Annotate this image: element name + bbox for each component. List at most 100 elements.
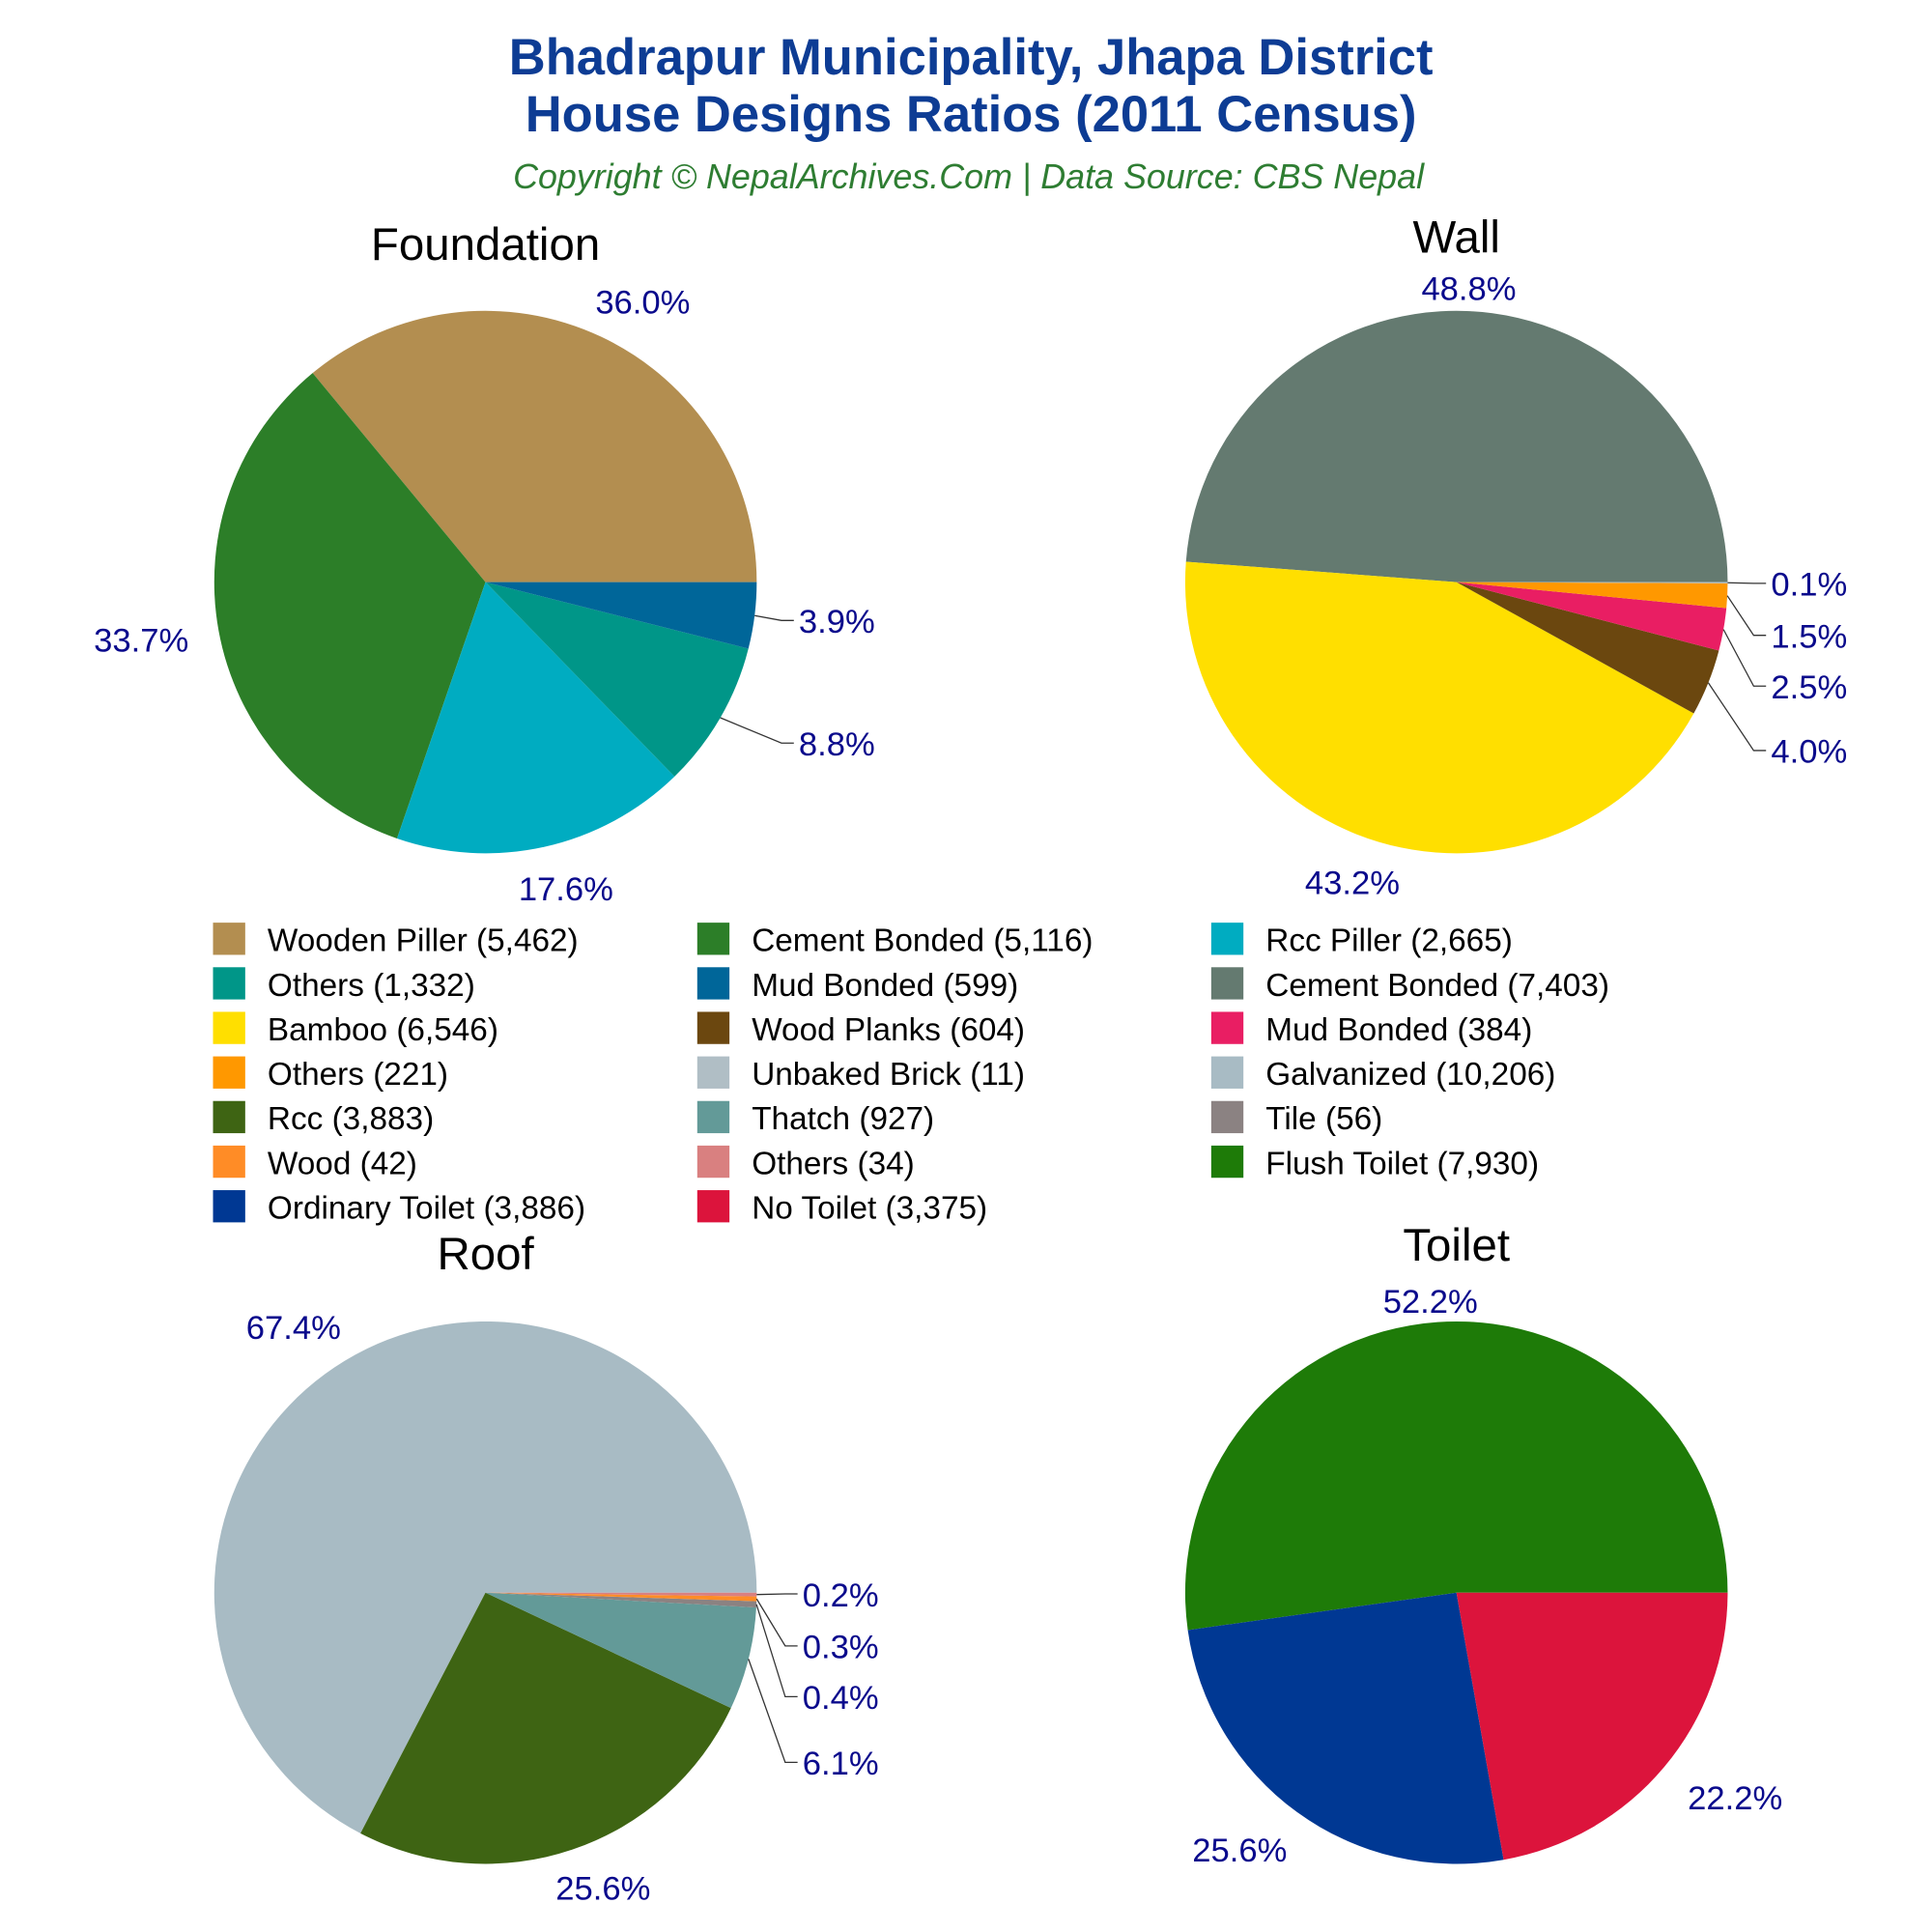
legend-item: Rcc Piller (2,665)	[1210, 923, 1513, 959]
legend-label: Cement Bonded (7,403)	[1265, 968, 1609, 1004]
legend-label: Tile (56)	[1265, 1101, 1382, 1137]
legend-label: Rcc (3,883)	[268, 1101, 434, 1137]
pct-label: 0.3%	[803, 1630, 879, 1666]
legend-label: Wood Planks (604)	[752, 1012, 1025, 1048]
legend-label: No Toilet (3,375)	[752, 1191, 987, 1227]
legend-label: Thatch (927)	[752, 1101, 934, 1137]
legend-item: Unbaked Brick (11)	[696, 1056, 1025, 1093]
pct-label: 0.1%	[1771, 567, 1847, 604]
pie-slice	[485, 1592, 757, 1602]
pct-label: 6.1%	[803, 1746, 879, 1782]
legend-swatch	[696, 1056, 730, 1089]
pct-label: 3.9%	[799, 604, 875, 640]
legend-label: Bamboo (6,546)	[268, 1012, 498, 1048]
pie-slice	[1184, 561, 1694, 854]
pie-slice	[485, 1592, 757, 1597]
leader-line	[756, 1593, 798, 1596]
legend-swatch	[1210, 1145, 1244, 1179]
leader-line	[1727, 582, 1767, 584]
legend-item: Flush Toilet (7,930)	[1210, 1145, 1539, 1181]
legend-item: Wood (42)	[213, 1145, 417, 1181]
pct-label: 22.2%	[1688, 1780, 1782, 1817]
legend-item: Ordinary Toilet (3,886)	[213, 1190, 585, 1227]
legend-swatch	[1210, 967, 1244, 1000]
legend-label: Unbaked Brick (11)	[752, 1057, 1025, 1093]
pie-title: Toilet	[1403, 1220, 1510, 1271]
pie-roof: 67.4% 25.6% 6.1% 0.4% 0.3% 0.2% Roof	[213, 1229, 879, 1908]
pct-label: 67.4%	[246, 1310, 341, 1347]
leader-line	[754, 614, 794, 621]
legend-label: Cement Bonded (5,116)	[752, 923, 1093, 959]
legend-swatch	[213, 1190, 245, 1223]
leader-line	[755, 1604, 798, 1698]
legend-item: Cement Bonded (5,116)	[696, 923, 1093, 959]
legend-swatch	[696, 967, 730, 1000]
legend-label: Flush Toilet (7,930)	[1265, 1146, 1539, 1181]
pie-toilet: 52.2% 25.6% 22.2% Toilet	[1184, 1220, 1782, 1869]
legend-item: Cement Bonded (7,403)	[1210, 967, 1609, 1004]
legend-item: Mud Bonded (384)	[1210, 1011, 1532, 1048]
pct-label: 8.8%	[799, 726, 875, 763]
pie-slice	[360, 1592, 731, 1864]
legend-item: Wooden Piller (5,462)	[213, 923, 579, 959]
legend-item: Mud Bonded (599)	[696, 967, 1018, 1004]
leader-line	[1726, 595, 1767, 637]
legend-label: Wood (42)	[268, 1146, 417, 1181]
leader-line	[755, 1598, 798, 1647]
legend-item: Others (1,332)	[213, 967, 475, 1004]
legend-swatch	[1210, 1011, 1244, 1044]
legend-swatch	[213, 1056, 245, 1089]
legend-swatch	[1210, 1100, 1244, 1134]
pie-slice	[213, 373, 486, 838]
legend-swatch	[213, 1011, 245, 1044]
leader-line	[1722, 629, 1767, 687]
pie-slice	[485, 582, 749, 777]
legend-item: Thatch (927)	[696, 1100, 934, 1137]
pie-wall: 48.8% 43.2% 4.0% 2.5% 1.5% 0.1% Wall	[1184, 213, 1847, 902]
legend-item: Galvanized (10,206)	[1210, 1056, 1555, 1093]
legend-swatch	[213, 1100, 245, 1134]
pie-foundation: 36.0% 33.7% 17.6% 8.8% 3.9% Foundation	[94, 219, 875, 908]
legend-item: No Toilet (3,375)	[696, 1190, 987, 1227]
legend-label: Mud Bonded (384)	[1265, 1012, 1532, 1048]
pie-slice	[1456, 582, 1727, 651]
pct-label: 48.8%	[1421, 270, 1516, 307]
leader-line	[1707, 682, 1767, 752]
pie-title: Roof	[437, 1229, 534, 1280]
pie-slice	[1456, 582, 1719, 714]
pie-slice	[1185, 310, 1728, 582]
leader-line	[748, 1659, 798, 1764]
pie-slice	[1187, 1592, 1504, 1864]
pct-label: 2.5%	[1771, 669, 1847, 706]
legend-item: Others (221)	[213, 1056, 448, 1093]
pie-slice	[1456, 582, 1728, 583]
legend-swatch	[696, 1100, 730, 1134]
legend-label: Galvanized (10,206)	[1265, 1057, 1555, 1093]
legend-item: Rcc (3,883)	[213, 1100, 434, 1137]
legend-swatch	[696, 1190, 730, 1223]
pie-slice	[213, 1321, 757, 1833]
pct-label: 25.6%	[555, 1871, 650, 1908]
pie-slice	[1456, 582, 1728, 609]
legend-label: Rcc Piller (2,665)	[1265, 923, 1513, 959]
pie-slice	[1456, 1592, 1728, 1861]
pie-slice	[396, 582, 675, 854]
legend-swatch	[213, 967, 245, 1000]
legend-item: Bamboo (6,546)	[213, 1011, 498, 1048]
chart-title-line2: House Designs Ratios (2011 Census)	[526, 86, 1417, 143]
legend-swatch	[696, 1011, 730, 1044]
legend-swatch	[1210, 923, 1244, 955]
pct-label: 33.7%	[94, 622, 188, 659]
legend-item: Tile (56)	[1210, 1100, 1382, 1137]
legend-label: Others (34)	[752, 1146, 915, 1181]
legend: Wooden Piller (5,462) Cement Bonded (5,11…	[213, 923, 1609, 1227]
pct-label: 1.5%	[1771, 619, 1847, 656]
pct-label: 4.0%	[1771, 734, 1847, 771]
chart-title-line1: Bhadrapur Municipality, Jhapa District	[509, 29, 1434, 86]
pie-title: Wall	[1412, 213, 1499, 264]
legend-label: Others (221)	[268, 1057, 448, 1093]
pie-slice	[485, 582, 757, 649]
pie-slice	[485, 1592, 757, 1608]
legend-label: Mud Bonded (599)	[752, 968, 1018, 1004]
